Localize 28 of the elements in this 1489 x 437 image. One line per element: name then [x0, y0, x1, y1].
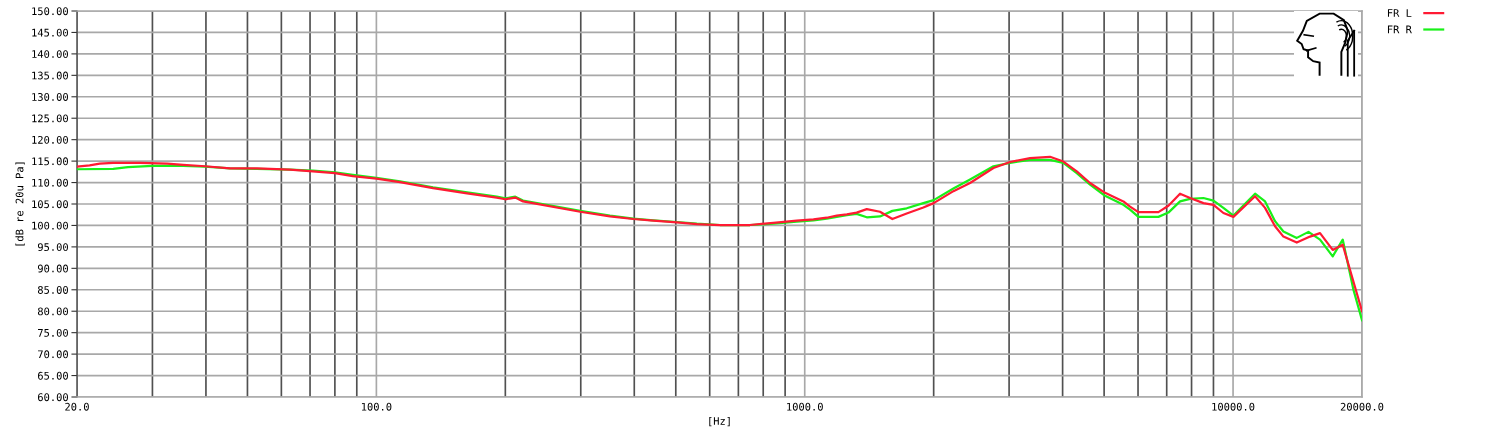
x-tick-label: 20.0 [65, 402, 89, 411]
x-tick-label: 100.0 [361, 402, 392, 411]
y-tick-label: 150.00 [32, 7, 68, 16]
y-tick-label: 135.00 [32, 71, 68, 80]
y-tick-label: 140.00 [32, 50, 68, 59]
y-tick-label: 80.00 [37, 307, 68, 316]
y-tick-label: 90.00 [37, 264, 68, 273]
x-axis-title: [Hz] [709, 416, 730, 427]
y-tick-label: 125.00 [32, 114, 68, 123]
x-tick-label: 10000.0 [1212, 402, 1255, 411]
x-tick-label: 20000.0 [1340, 402, 1384, 411]
y-tick-label: 70.00 [38, 350, 68, 359]
x-tick-label: 1000.0 [787, 402, 823, 411]
y-tick-label: 60.00 [37, 393, 68, 402]
y-tick-label: 145.00 [32, 28, 68, 37]
legend-label: FR L [1387, 9, 1412, 17]
legend-label: FR R [1387, 25, 1412, 34]
y-tick-label: 130.00 [32, 93, 68, 101]
y-axis-title: [dB re 20u Pa] [15, 162, 25, 246]
y-tick-label: 100.00 [32, 221, 68, 230]
y-tick-label: 95.00 [37, 243, 68, 252]
y-tick-label: 65.00 [37, 371, 68, 380]
y-tick-label: 85.00 [37, 286, 68, 294]
y-tick-label: 115.00 [32, 157, 68, 166]
y-tick-label: 120.00 [32, 135, 68, 144]
y-tick-label: 105.00 [32, 200, 68, 209]
y-tick-label: 75.00 [38, 328, 68, 337]
y-tick-label: 110.00 [32, 178, 68, 187]
